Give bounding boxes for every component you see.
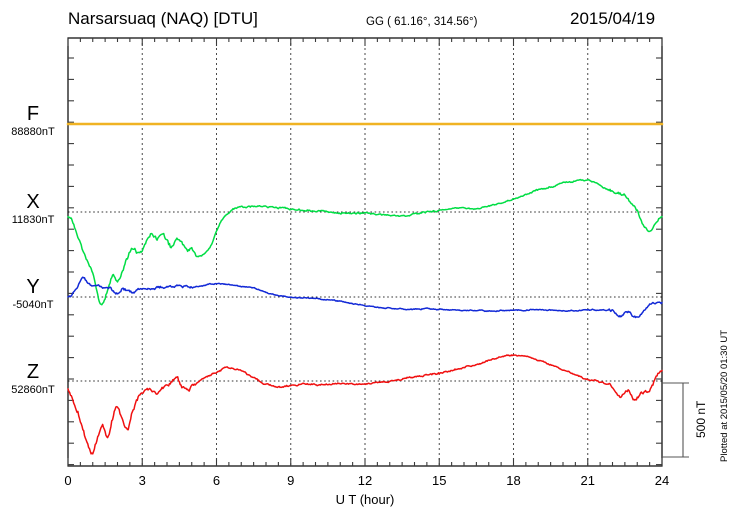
x-tick-label: 21 <box>580 473 595 488</box>
trace-y <box>67 276 663 319</box>
x-tick-label: 24 <box>654 473 670 488</box>
plotted-at-label: Plotted at 2015/05/20 01:30 UT <box>719 329 730 462</box>
plot-frame <box>67 37 663 467</box>
x-tick-label: 9 <box>287 473 295 488</box>
trace-x <box>67 178 663 306</box>
x-tick-label: 12 <box>357 473 373 488</box>
x-tick-label: 18 <box>506 473 521 488</box>
legend-baseline-z: 52860nT <box>11 384 55 396</box>
legend-baseline-y: -5040nT <box>12 299 54 311</box>
station-title: Narsarsuaq (NAQ) [DTU] <box>68 9 258 28</box>
trace-z <box>67 354 663 455</box>
geographic-coordinates: GG ( 61.16°, 314.56°) <box>366 16 478 28</box>
legend-symbol-z: Z <box>26 361 40 383</box>
legend-component-x: X 11830nT <box>0 192 76 227</box>
x-tick-label: 15 <box>432 473 447 488</box>
legend-symbol-f: F <box>26 103 40 125</box>
legend-symbol-y: Y <box>26 276 40 298</box>
legend-component-z: Z 52860nT <box>0 362 76 397</box>
legend-component-y: Y -5040nT <box>0 277 76 312</box>
legend-component-f: F 88880nT <box>0 104 76 139</box>
x-tick-label: 3 <box>138 473 146 488</box>
scale-bar-label: 500 nT <box>694 400 708 438</box>
observation-date: 2015/04/19 <box>570 9 656 28</box>
legend-baseline-x: 11830nT <box>11 214 55 226</box>
x-tick-label: 6 <box>212 473 221 488</box>
legend-baseline-f: 88880nT <box>11 126 55 138</box>
x-tick-label: 0 <box>64 473 72 488</box>
legend-symbol-x: X <box>26 191 40 213</box>
x-axis-title: U T (hour) <box>335 492 395 507</box>
